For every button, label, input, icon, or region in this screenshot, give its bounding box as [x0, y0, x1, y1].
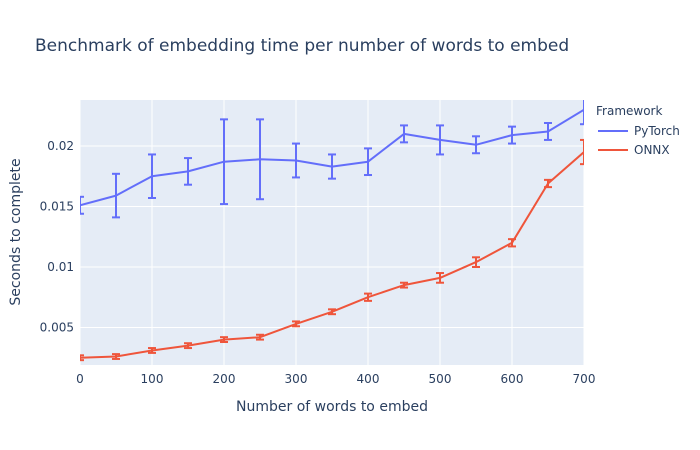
plot-series — [80, 100, 584, 362]
x-tick-label: 200 — [213, 372, 236, 386]
legend-label-onnx: ONNX — [634, 143, 670, 157]
legend-item-onnx[interactable]: ONNX — [598, 143, 670, 157]
y-tick-label: 0.005 — [40, 320, 74, 334]
tick-labels: 0 100 200 300 400 500 600 700 0.005 0.01 0.015 0.02 — [40, 139, 596, 386]
x-axis-title: Number of words to embed — [236, 399, 428, 415]
y-axis-title: Seconds to complete — [8, 158, 24, 305]
chart-title: Benchmark of embedding time per number o… — [35, 36, 569, 56]
y-tick-label: 0.02 — [47, 139, 74, 153]
plot-clipped — [80, 100, 584, 362]
x-tick-label: 100 — [141, 372, 164, 386]
onnx-line — [80, 151, 584, 359]
x-tick-label: 500 — [429, 372, 452, 386]
legend-item-pytorch[interactable]: PyTorch — [598, 124, 680, 138]
x-tick-label: 700 — [573, 372, 596, 386]
x-tick-label: 400 — [357, 372, 380, 386]
x-tick-label: 600 — [501, 372, 524, 386]
legend[interactable]: Framework PyTorch ONNX — [596, 104, 680, 157]
pytorch-line — [80, 108, 584, 207]
plot-area — [80, 100, 584, 365]
x-tick-label: 0 — [76, 372, 84, 386]
legend-label-pytorch: PyTorch — [634, 124, 680, 138]
y-tick-label: 0.01 — [47, 260, 74, 274]
x-tick-label: 300 — [285, 372, 308, 386]
legend-title: Framework — [596, 104, 662, 118]
series-pytorch — [80, 100, 584, 219]
series-onnx — [80, 138, 584, 362]
y-tick-label: 0.015 — [40, 199, 74, 213]
